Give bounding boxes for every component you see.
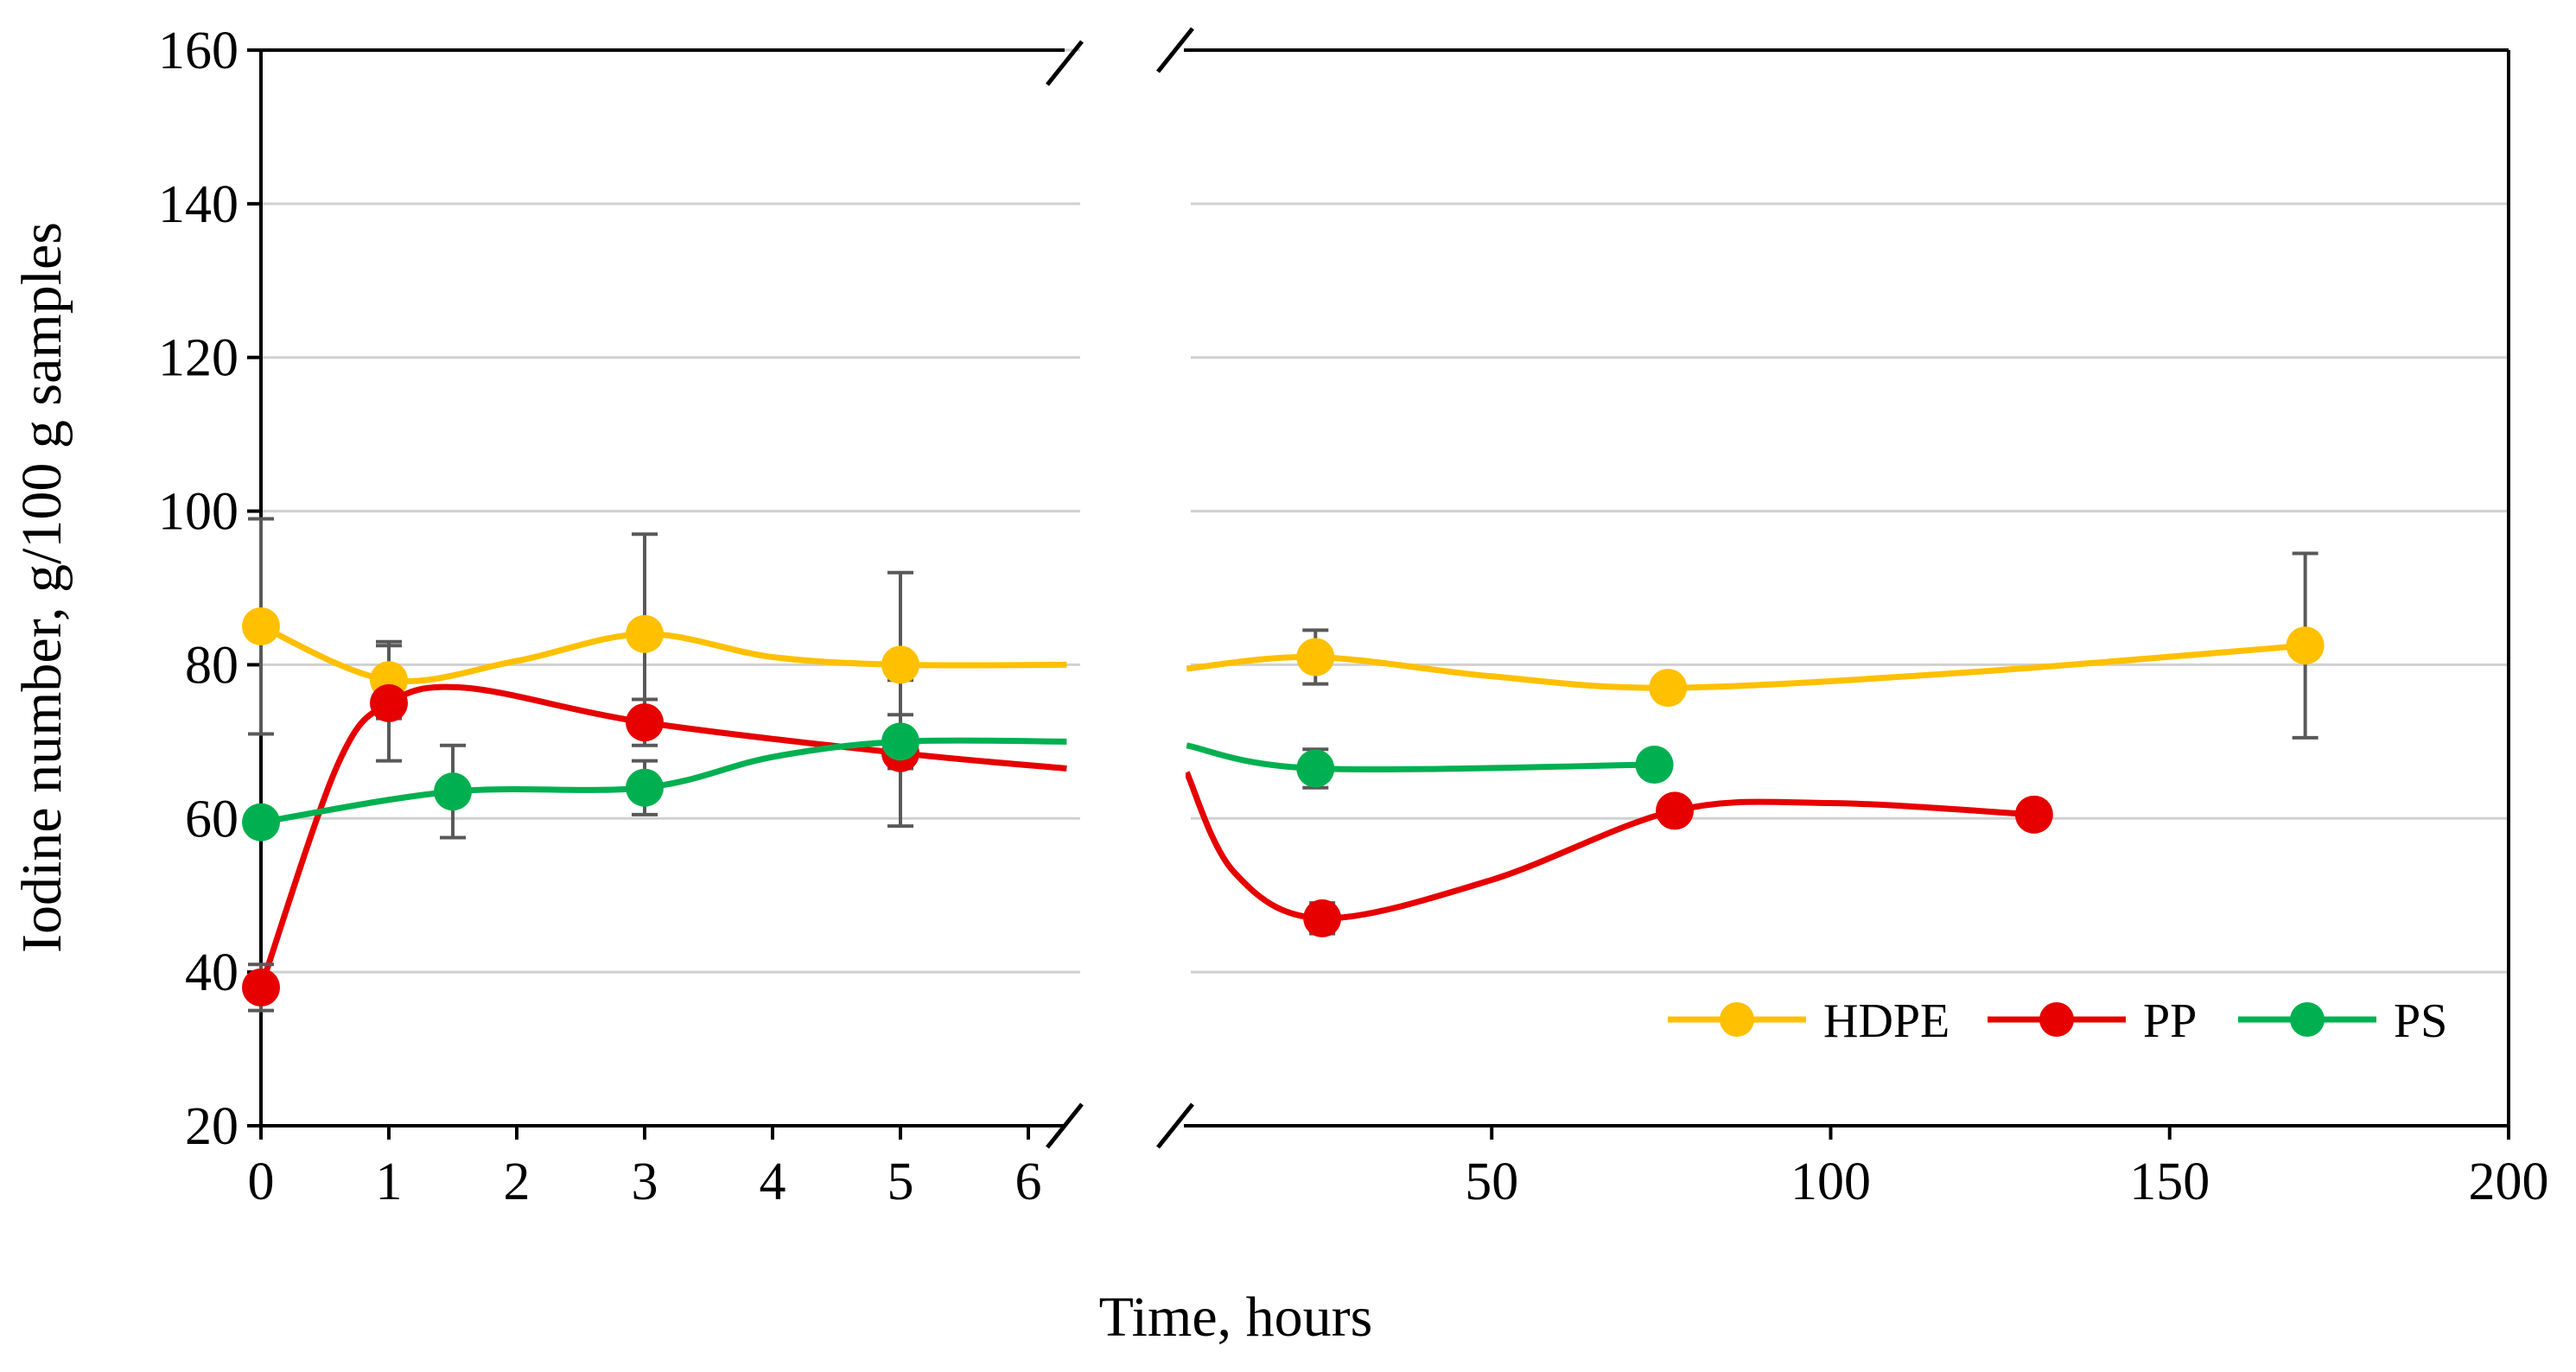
axis-break-mark-3 xyxy=(1156,1102,1194,1149)
data-point-ps xyxy=(242,803,280,842)
data-point-hdpe xyxy=(2286,626,2325,665)
series-markers xyxy=(242,607,2325,1007)
x-tick-label: 6 xyxy=(1015,1153,1042,1211)
y-tick-label: 160 xyxy=(158,22,239,80)
data-point-pp xyxy=(2014,795,2053,834)
legend: HDPE PP PS xyxy=(1668,994,2447,1048)
x-tick-label: 200 xyxy=(2469,1153,2549,1211)
x-tick-label: 2 xyxy=(504,1153,531,1211)
data-point-pp xyxy=(1656,791,1695,830)
y-tick-label: 60 xyxy=(185,790,239,848)
data-point-ps xyxy=(626,768,664,807)
legend-label-pp: PP xyxy=(2143,994,2197,1048)
data-point-pp xyxy=(242,968,280,1007)
data-point-ps xyxy=(881,722,919,761)
data-point-hdpe xyxy=(242,607,280,645)
x-tick-label: 50 xyxy=(1465,1153,1518,1211)
axis-break-mark-2 xyxy=(1046,1102,1084,1149)
data-point-hdpe xyxy=(881,645,919,684)
legend-marker-ps xyxy=(2290,1002,2325,1037)
x-tick-label: 4 xyxy=(760,1153,786,1211)
data-point-hdpe xyxy=(626,614,664,653)
x-axis-title: Time, hours xyxy=(1099,1286,1373,1349)
y-tick-label: 140 xyxy=(158,175,239,234)
x-tick-label: 1 xyxy=(376,1153,403,1211)
data-point-ps xyxy=(1635,746,1674,784)
tick-labels: 20 40 60 80 100 120 140 160 0 1 2 3 4 5 6 50 100 150 200 xyxy=(158,22,2549,1211)
series-line-ps-long xyxy=(1186,742,1655,773)
x-tick-label: 100 xyxy=(1790,1153,1871,1211)
data-point-pp xyxy=(1303,899,1342,937)
x-tick-label: 0 xyxy=(248,1153,275,1211)
axis-break-mark-1 xyxy=(1156,27,1194,73)
y-tick-label: 120 xyxy=(158,329,239,388)
x-tick-label: 3 xyxy=(632,1153,658,1211)
axis-break-mark-0 xyxy=(1046,40,1084,86)
legend-marker-hdpe xyxy=(1720,1002,1754,1037)
y-tick-label: 80 xyxy=(185,636,239,695)
data-point-ps xyxy=(1296,749,1335,788)
legend-marker-pp xyxy=(2039,1002,2074,1037)
x-tick-label: 150 xyxy=(2129,1153,2210,1211)
data-point-pp xyxy=(370,683,408,722)
data-point-ps xyxy=(434,772,472,811)
data-point-hdpe xyxy=(1649,669,1688,708)
series-line-pp-long xyxy=(1186,771,2035,922)
y-axis-title: Iodine number, g/100 g samples xyxy=(10,222,73,953)
y-tick-label: 20 xyxy=(185,1097,239,1156)
data-point-hdpe xyxy=(1296,638,1335,676)
y-tick-label: 40 xyxy=(185,943,239,1002)
y-tick-label: 100 xyxy=(158,483,239,542)
legend-label-hdpe: HDPE xyxy=(1823,994,1949,1048)
data-point-pp xyxy=(626,703,664,742)
legend-label-ps: PS xyxy=(2394,994,2447,1048)
x-tick-label: 5 xyxy=(887,1153,914,1211)
